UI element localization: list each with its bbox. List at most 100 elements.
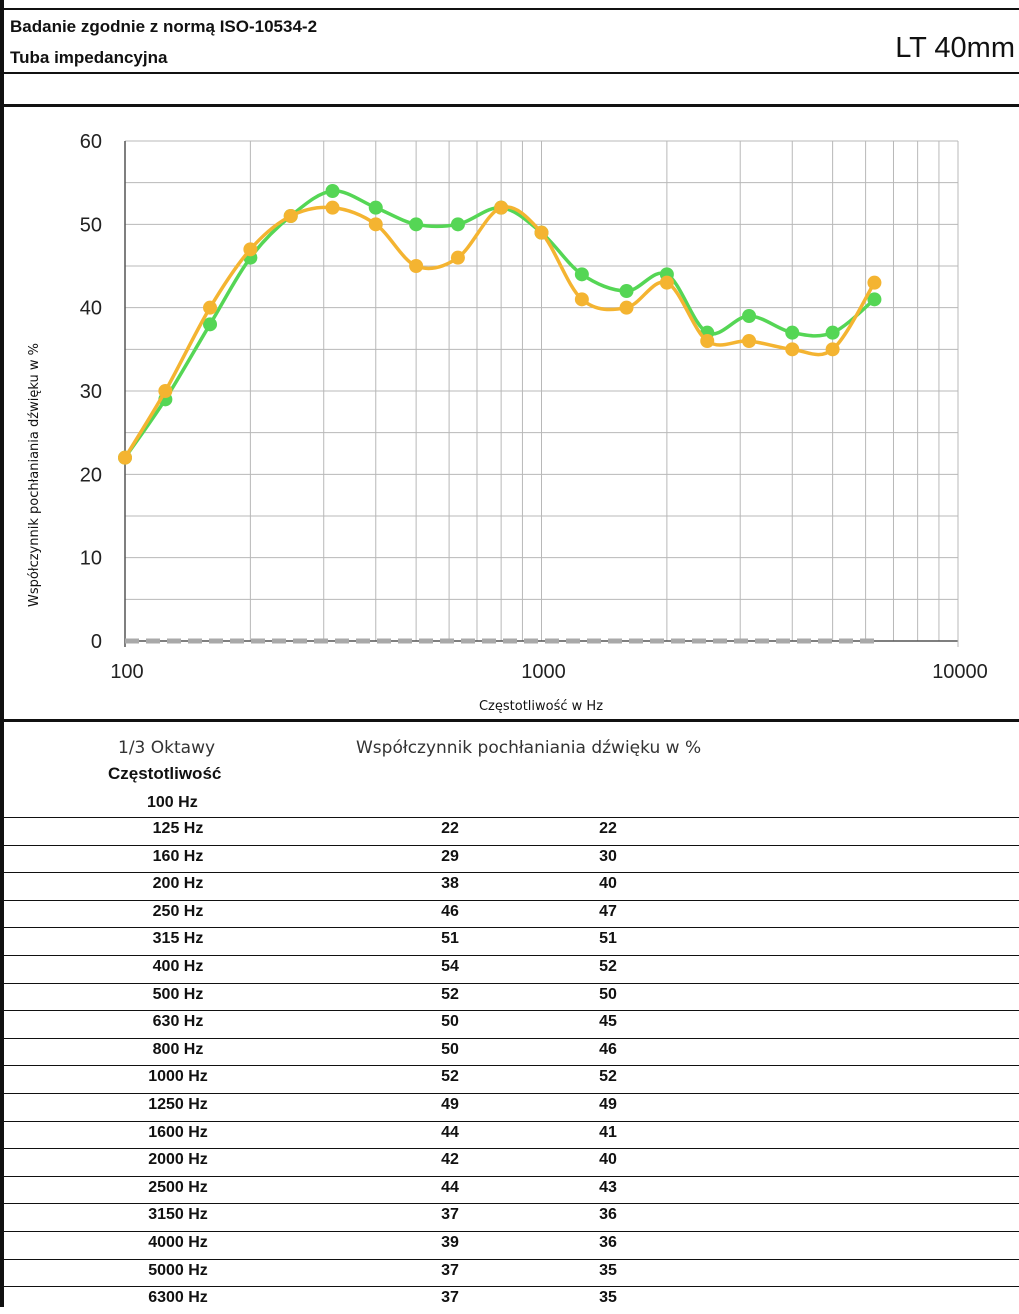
report-subtitle: Tuba impedancyjna	[10, 48, 168, 67]
row-value-2: 52	[599, 1068, 617, 1086]
row-value-2: 51	[599, 930, 617, 948]
row-value-2: 30	[599, 847, 617, 865]
first-frequency: 100 Hz	[147, 794, 198, 811]
frame-left-border	[0, 0, 4, 1307]
row-value-2: 40	[599, 1151, 617, 1169]
row-value-1: 50	[441, 1040, 459, 1058]
row-frequency: 315 Hz	[152, 930, 204, 948]
table-row: 125 Hz 22 22	[0, 817, 1019, 845]
row-value-1: 46	[441, 902, 459, 920]
row-frequency: 1250 Hz	[148, 1096, 208, 1113]
series-2-point	[283, 209, 298, 223]
y-axis-label: Współczynnik pochłaniania dźwięku w %	[27, 343, 42, 607]
y-tick-label: 30	[80, 381, 102, 403]
y-tick-label: 10	[80, 548, 102, 570]
series-1-point	[619, 284, 634, 298]
table-row: 2500 Hz 44 43	[0, 1175, 1019, 1204]
series-1-point	[450, 217, 465, 232]
row-value-2: 35	[599, 1261, 617, 1279]
row-frequency: 1000 Hz	[148, 1068, 208, 1086]
row-frequency: 2000 Hz	[148, 1151, 208, 1169]
row-frequency: 1600 Hz	[148, 1123, 208, 1141]
series-1-point	[368, 200, 383, 215]
grid	[125, 140, 958, 641]
row-frequency: 6300 Hz	[148, 1289, 208, 1307]
row-value-1: 42	[441, 1151, 459, 1169]
table-row: 200 Hz 38 40	[0, 872, 1019, 900]
y-tick-label: 0	[91, 631, 102, 653]
table-row: 6300 Hz 37 35	[0, 1286, 1019, 1314]
series-2-point	[534, 225, 549, 240]
row-value-2: 52	[599, 958, 617, 975]
row-value-1: 51	[441, 930, 459, 948]
table-row: 315 Hz 51 51	[0, 927, 1019, 955]
table-row: 800 Hz 50 46	[0, 1037, 1019, 1066]
table-row: 160 Hz 29 30	[0, 844, 1019, 873]
row-value-2: 47	[599, 902, 617, 920]
row-frequency: 500 Hz	[152, 985, 204, 1003]
row-value-1: 50	[441, 1013, 459, 1031]
row-value-1: 37	[441, 1206, 459, 1224]
row-value-2: 36	[599, 1234, 617, 1251]
series-1-point	[574, 267, 589, 282]
series	[118, 184, 882, 644]
table-row: 1000 Hz 52 52	[0, 1065, 1019, 1093]
row-value-1: 54	[441, 958, 459, 975]
row-frequency: 3150 Hz	[148, 1206, 208, 1224]
row-value-2: 22	[599, 820, 617, 837]
row-value-1: 49	[441, 1096, 459, 1113]
row-frequency: 800 Hz	[152, 1040, 204, 1058]
table-row: 3150 Hz 37 36	[0, 1203, 1019, 1231]
table-row: 630 Hz 50 45	[0, 1010, 1019, 1038]
series-1-point	[785, 325, 800, 340]
x-tick-label: 1000	[521, 661, 566, 683]
row-value-2: 41	[599, 1123, 617, 1141]
row-frequency: 2500 Hz	[148, 1178, 208, 1196]
row-value-2: 46	[599, 1040, 617, 1058]
row-value-1: 52	[441, 985, 459, 1003]
column-header-coefficient: Współczynnik pochłaniania dźwięku w %	[356, 738, 702, 758]
series-1-point	[409, 217, 424, 232]
series-2-point	[368, 217, 383, 232]
row-value-2: 45	[599, 1013, 617, 1031]
row-frequency: 400 Hz	[152, 958, 204, 975]
series-1-point	[203, 317, 218, 332]
series-2-point	[619, 300, 634, 315]
row-value-1: 44	[441, 1178, 459, 1196]
series-2-point	[574, 292, 589, 307]
frame-top-border	[0, 8, 1019, 10]
column-subheader-frequency: Częstotliwość	[108, 764, 222, 783]
series-2-point	[450, 250, 465, 265]
series-1-line	[123, 189, 876, 459]
product-label: LT 40mm	[895, 32, 1015, 64]
series-2-point	[494, 200, 509, 215]
series-2-point	[203, 300, 218, 315]
row-value-2: 49	[599, 1096, 617, 1113]
row-value-1: 22	[441, 820, 459, 837]
y-tick-label: 60	[80, 131, 102, 153]
chart-top-border	[0, 104, 1019, 107]
x-tick-label: 10000	[932, 661, 988, 683]
series-2-point	[785, 342, 800, 357]
series-2-point	[700, 334, 715, 348]
row-frequency: 250 Hz	[152, 902, 204, 920]
row-value-1: 39	[441, 1234, 459, 1251]
row-frequency: 200 Hz	[152, 875, 204, 893]
table-row: 500 Hz 52 50	[0, 982, 1019, 1011]
table-top-border	[0, 719, 1019, 722]
series-2-point	[742, 334, 757, 348]
report-title: Badanie zgodnie z normą ISO-10534-2	[10, 17, 318, 36]
table-row: 4000 Hz 39 36	[0, 1231, 1019, 1259]
row-value-1: 37	[441, 1289, 459, 1307]
row-frequency: 4000 Hz	[148, 1234, 208, 1251]
row-frequency: 160 Hz	[152, 847, 204, 865]
series-2-point	[825, 342, 840, 357]
table-row: 5000 Hz 37 35	[0, 1258, 1019, 1287]
table-row: 250 Hz 46 47	[0, 899, 1019, 928]
table-row: 2000 Hz 42 40	[0, 1148, 1019, 1176]
row-value-1: 29	[441, 847, 459, 865]
series-2-point	[325, 200, 340, 215]
row-frequency: 5000 Hz	[148, 1261, 208, 1279]
series-2-point	[659, 275, 674, 290]
y-tick-label: 40	[80, 298, 102, 320]
